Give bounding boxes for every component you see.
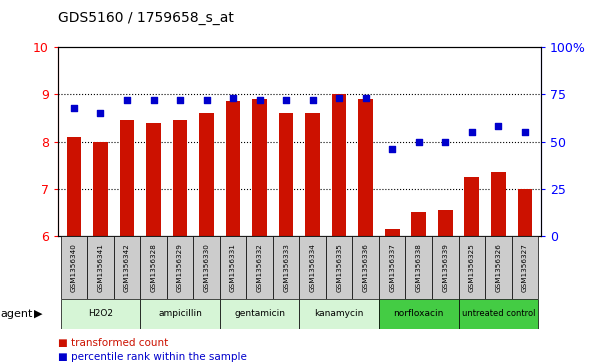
Text: GSM1356339: GSM1356339 xyxy=(442,243,448,292)
Point xyxy=(387,146,397,152)
Bar xyxy=(220,299,299,329)
Text: GSM1356328: GSM1356328 xyxy=(150,243,156,292)
Bar xyxy=(326,236,353,299)
Bar xyxy=(60,236,87,299)
Text: GDS5160 / 1759658_s_at: GDS5160 / 1759658_s_at xyxy=(58,11,234,25)
Text: ■ transformed count: ■ transformed count xyxy=(58,338,168,348)
Text: GSM1356335: GSM1356335 xyxy=(336,243,342,292)
Text: GSM1356327: GSM1356327 xyxy=(522,243,528,292)
Point xyxy=(69,105,79,110)
Point xyxy=(228,95,238,101)
Bar xyxy=(141,236,167,299)
Bar xyxy=(226,101,240,236)
Bar xyxy=(332,94,346,236)
Bar xyxy=(273,236,299,299)
Bar xyxy=(299,236,326,299)
Text: ■ percentile rank within the sample: ■ percentile rank within the sample xyxy=(58,352,247,362)
Text: GSM1356342: GSM1356342 xyxy=(124,243,130,292)
Point xyxy=(467,129,477,135)
Bar xyxy=(67,137,81,236)
Text: GSM1356333: GSM1356333 xyxy=(283,243,289,292)
Text: GSM1356341: GSM1356341 xyxy=(98,243,103,292)
Bar xyxy=(167,236,193,299)
Text: GSM1356326: GSM1356326 xyxy=(496,243,501,292)
Bar xyxy=(146,123,161,236)
Text: GSM1356325: GSM1356325 xyxy=(469,243,475,292)
Bar xyxy=(173,121,188,236)
Bar xyxy=(220,236,246,299)
Text: kanamycin: kanamycin xyxy=(315,310,364,318)
Bar xyxy=(379,299,458,329)
Bar xyxy=(93,142,108,236)
Text: GSM1356329: GSM1356329 xyxy=(177,243,183,292)
Bar xyxy=(359,99,373,236)
Point xyxy=(494,123,503,129)
Point xyxy=(175,97,185,103)
Bar xyxy=(485,236,511,299)
Bar xyxy=(252,99,267,236)
Text: gentamicin: gentamicin xyxy=(234,310,285,318)
Text: GSM1356340: GSM1356340 xyxy=(71,243,77,292)
Point xyxy=(148,97,158,103)
Bar xyxy=(458,299,538,329)
Bar xyxy=(299,299,379,329)
Point xyxy=(202,97,211,103)
Text: GSM1356338: GSM1356338 xyxy=(415,243,422,292)
Bar xyxy=(246,236,273,299)
Text: H2O2: H2O2 xyxy=(88,310,113,318)
Bar xyxy=(199,113,214,236)
Bar xyxy=(353,236,379,299)
Bar xyxy=(432,236,458,299)
Bar xyxy=(193,236,220,299)
Bar xyxy=(141,299,220,329)
Bar xyxy=(279,113,293,236)
Bar xyxy=(306,113,320,236)
Point xyxy=(361,95,371,101)
Bar xyxy=(511,236,538,299)
Text: GSM1356331: GSM1356331 xyxy=(230,243,236,292)
Bar xyxy=(120,121,134,236)
Bar xyxy=(411,212,426,236)
Text: untreated control: untreated control xyxy=(461,310,535,318)
Text: ▶: ▶ xyxy=(34,309,42,319)
Bar xyxy=(87,236,114,299)
Bar xyxy=(385,229,400,236)
Bar xyxy=(458,236,485,299)
Text: GSM1356337: GSM1356337 xyxy=(389,243,395,292)
Bar xyxy=(60,299,141,329)
Bar xyxy=(491,172,505,236)
Text: GSM1356334: GSM1356334 xyxy=(310,243,316,292)
Point xyxy=(441,139,450,144)
Point xyxy=(308,97,318,103)
Point xyxy=(255,97,265,103)
Bar xyxy=(114,236,141,299)
Text: agent: agent xyxy=(1,309,33,319)
Point xyxy=(281,97,291,103)
Text: ampicillin: ampicillin xyxy=(158,310,202,318)
Text: norfloxacin: norfloxacin xyxy=(393,310,444,318)
Text: GSM1356330: GSM1356330 xyxy=(203,243,210,292)
Text: GSM1356332: GSM1356332 xyxy=(257,243,263,292)
Bar xyxy=(464,177,479,236)
Point xyxy=(95,110,105,116)
Bar xyxy=(438,210,453,236)
Point xyxy=(122,97,132,103)
Text: GSM1356336: GSM1356336 xyxy=(363,243,368,292)
Point xyxy=(414,139,423,144)
Bar xyxy=(379,236,406,299)
Bar xyxy=(518,189,532,236)
Point xyxy=(520,129,530,135)
Point xyxy=(334,95,344,101)
Bar xyxy=(406,236,432,299)
